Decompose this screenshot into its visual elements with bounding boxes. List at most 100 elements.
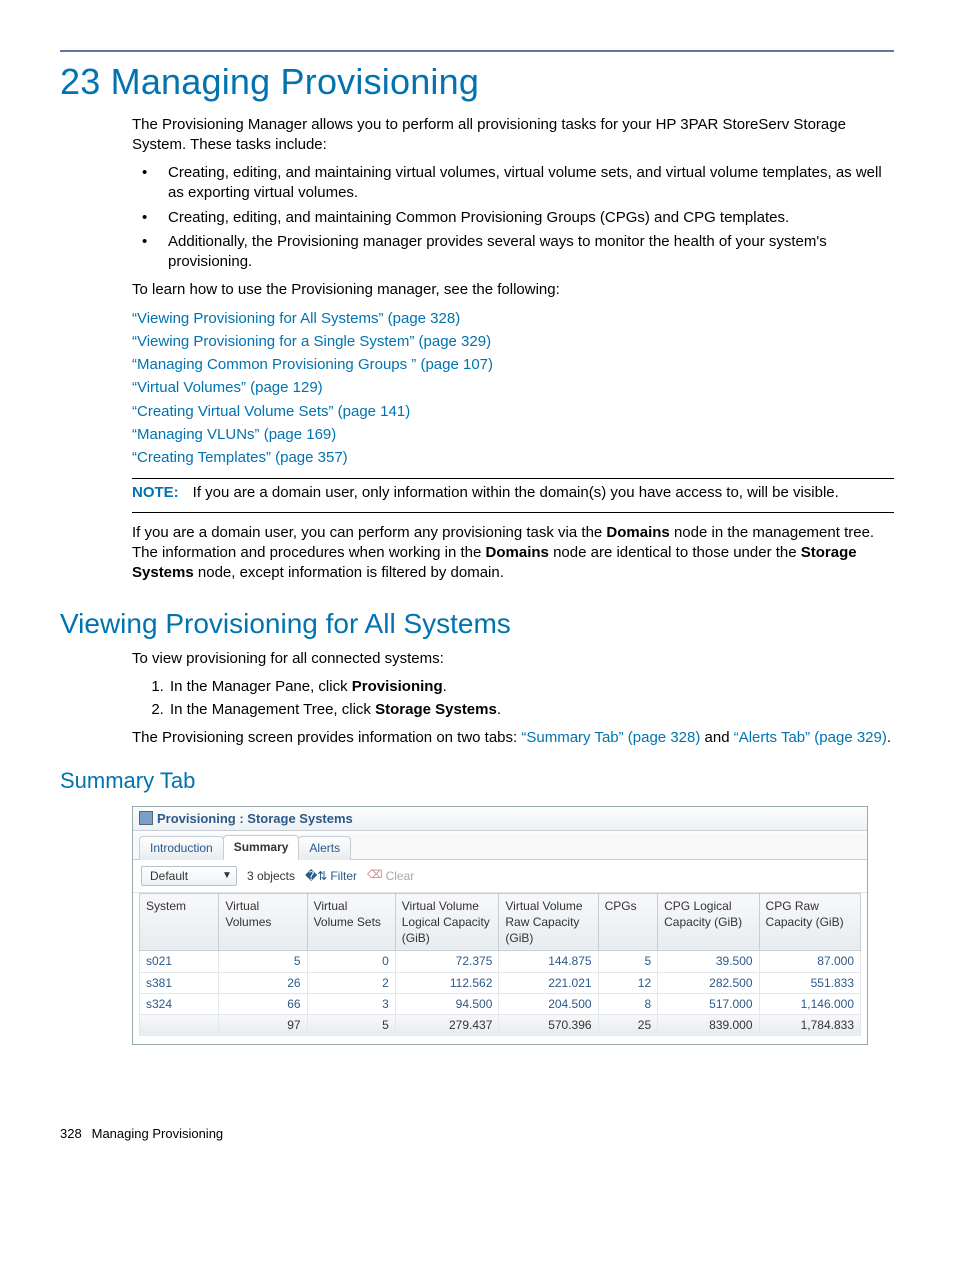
text-bold: Domains — [486, 544, 549, 561]
bullet-list: Creating, editing, and maintaining virtu… — [132, 163, 894, 272]
xref-link[interactable]: “Managing VLUNs” (page 169) — [132, 426, 336, 443]
divider — [132, 478, 894, 479]
text-run: node, except information is filtered by … — [194, 564, 504, 581]
tabs-paragraph: The Provisioning screen provides informa… — [132, 728, 894, 748]
cell-system: s324 — [140, 993, 219, 1014]
cell-value: 12 — [598, 972, 658, 993]
table-row[interactable]: s32466394.500204.5008517.0001,146.000 — [140, 993, 861, 1014]
xref-link[interactable]: “Creating Templates” (page 357) — [132, 449, 348, 466]
col-header[interactable]: CPG Logical Capacity (GiB) — [658, 893, 759, 951]
cell-value: 66 — [219, 993, 307, 1014]
text-run: . — [497, 701, 501, 718]
col-header[interactable]: System — [140, 893, 219, 951]
col-header[interactable]: CPGs — [598, 893, 658, 951]
cell-value: 2 — [307, 972, 395, 993]
screenshot-panel: Provisioning : Storage Systems Introduct… — [132, 806, 868, 1045]
toolbar: Default ▼ 3 objects �⇅ Filter ⌫ Clear — [133, 860, 867, 893]
summary-table: System Virtual Volumes Virtual Volume Se… — [139, 893, 861, 1036]
bullet-item: Creating, editing, and maintaining virtu… — [132, 163, 894, 204]
filter-icon: �⇅ — [305, 868, 327, 884]
clear-label: Clear — [386, 868, 415, 884]
bullet-item: Additionally, the Provisioning manager p… — [132, 232, 894, 273]
tab-introduction[interactable]: Introduction — [139, 836, 224, 859]
text-bold: Domains — [606, 524, 669, 541]
col-header[interactable]: CPG Raw Capacity (GiB) — [759, 893, 860, 951]
xref-link[interactable]: “Creating Virtual Volume Sets” (page 141… — [132, 403, 410, 420]
text-run: . — [887, 729, 891, 746]
steps-list: In the Manager Pane, click Provisioning.… — [132, 677, 894, 720]
clear-button[interactable]: ⌫ Clear — [367, 868, 414, 884]
page-number: 328 — [60, 1125, 88, 1143]
page-footer: 328 Managing Provisioning — [60, 1125, 894, 1143]
col-header[interactable]: Virtual Volumes — [219, 893, 307, 951]
step-item: In the Management Tree, click Storage Sy… — [168, 700, 894, 720]
cell-system: s381 — [140, 972, 219, 993]
cell-total — [140, 1014, 219, 1035]
view-select[interactable]: Default ▼ — [141, 866, 237, 886]
panel-title-text: Provisioning : Storage Systems — [157, 811, 353, 826]
domain-paragraph: If you are a domain user, you can perfor… — [132, 523, 894, 584]
text-bold: Provisioning — [352, 678, 443, 695]
filter-button[interactable]: �⇅ Filter — [305, 868, 357, 884]
xref-link[interactable]: “Viewing Provisioning for All Systems” (… — [132, 310, 460, 327]
cell-total: 839.000 — [658, 1014, 759, 1035]
text-run: If you are a domain user, you can perfor… — [132, 524, 606, 541]
note-label: NOTE: — [132, 484, 179, 501]
cell-value: 5 — [219, 951, 307, 972]
text-bold: Storage Systems — [375, 701, 497, 718]
learn-text: To learn how to use the Provisioning man… — [132, 280, 894, 300]
view-select-label: Default — [150, 868, 188, 884]
text-run: In the Management Tree, click — [170, 701, 375, 718]
xref-link[interactable]: “Managing Common Provisioning Groups ” (… — [132, 356, 493, 373]
tab-summary[interactable]: Summary — [223, 835, 300, 859]
object-count: 3 objects — [247, 868, 295, 884]
cell-total: 570.396 — [499, 1014, 598, 1035]
col-header[interactable]: Virtual Volume Raw Capacity (GiB) — [499, 893, 598, 951]
cell-value: 87.000 — [759, 951, 860, 972]
xref-link[interactable]: “Summary Tab” (page 328) — [521, 729, 700, 746]
chevron-down-icon: ▼ — [222, 869, 232, 883]
table-total-row: 975279.437570.39625839.0001,784.833 — [140, 1014, 861, 1035]
text-run: The Provisioning screen provides informa… — [132, 729, 521, 746]
eraser-icon: ⌫ — [367, 868, 383, 883]
cell-value: 204.500 — [499, 993, 598, 1014]
cell-value: 221.021 — [499, 972, 598, 993]
text-run: . — [443, 678, 447, 695]
note-text: If you are a domain user, only informati… — [193, 484, 839, 501]
subsection-title: Summary Tab — [60, 766, 894, 796]
cell-value: 26 — [219, 972, 307, 993]
panel-title: Provisioning : Storage Systems — [133, 807, 867, 832]
col-header[interactable]: Virtual Volume Sets — [307, 893, 395, 951]
tab-alerts[interactable]: Alerts — [298, 836, 351, 859]
cell-value: 94.500 — [395, 993, 499, 1014]
table-row[interactable]: s381262112.562221.02112282.500551.833 — [140, 972, 861, 993]
cell-system: s021 — [140, 951, 219, 972]
cell-total: 279.437 — [395, 1014, 499, 1035]
divider — [132, 512, 894, 513]
section-title: Viewing Provisioning for All Systems — [60, 605, 894, 643]
section-intro: To view provisioning for all connected s… — [132, 649, 894, 669]
xref-link[interactable]: “Virtual Volumes” (page 129) — [132, 379, 323, 396]
cell-value: 3 — [307, 993, 395, 1014]
xref-link[interactable]: “Viewing Provisioning for a Single Syste… — [132, 333, 491, 350]
cell-value: 112.562 — [395, 972, 499, 993]
step-item: In the Manager Pane, click Provisioning. — [168, 677, 894, 697]
col-header[interactable]: Virtual Volume Logical Capacity (GiB) — [395, 893, 499, 951]
cell-value: 5 — [598, 951, 658, 972]
table-header-row: System Virtual Volumes Virtual Volume Se… — [140, 893, 861, 951]
panel-icon — [139, 811, 153, 825]
cell-total: 5 — [307, 1014, 395, 1035]
footer-title: Managing Provisioning — [92, 1126, 224, 1141]
note-block: NOTE: If you are a domain user, only info… — [132, 483, 894, 503]
cell-value: 39.500 — [658, 951, 759, 972]
table-row[interactable]: s0215072.375144.875539.50087.000 — [140, 951, 861, 972]
cell-value: 0 — [307, 951, 395, 972]
cell-total: 97 — [219, 1014, 307, 1035]
cell-value: 1,146.000 — [759, 993, 860, 1014]
chapter-title: 23 Managing Provisioning — [60, 58, 894, 107]
cell-value: 8 — [598, 993, 658, 1014]
text-run: In the Manager Pane, click — [170, 678, 352, 695]
xref-link[interactable]: “Alerts Tab” (page 329) — [734, 729, 887, 746]
intro-text: The Provisioning Manager allows you to p… — [132, 115, 894, 156]
text-run: node are identical to those under the — [549, 544, 801, 561]
